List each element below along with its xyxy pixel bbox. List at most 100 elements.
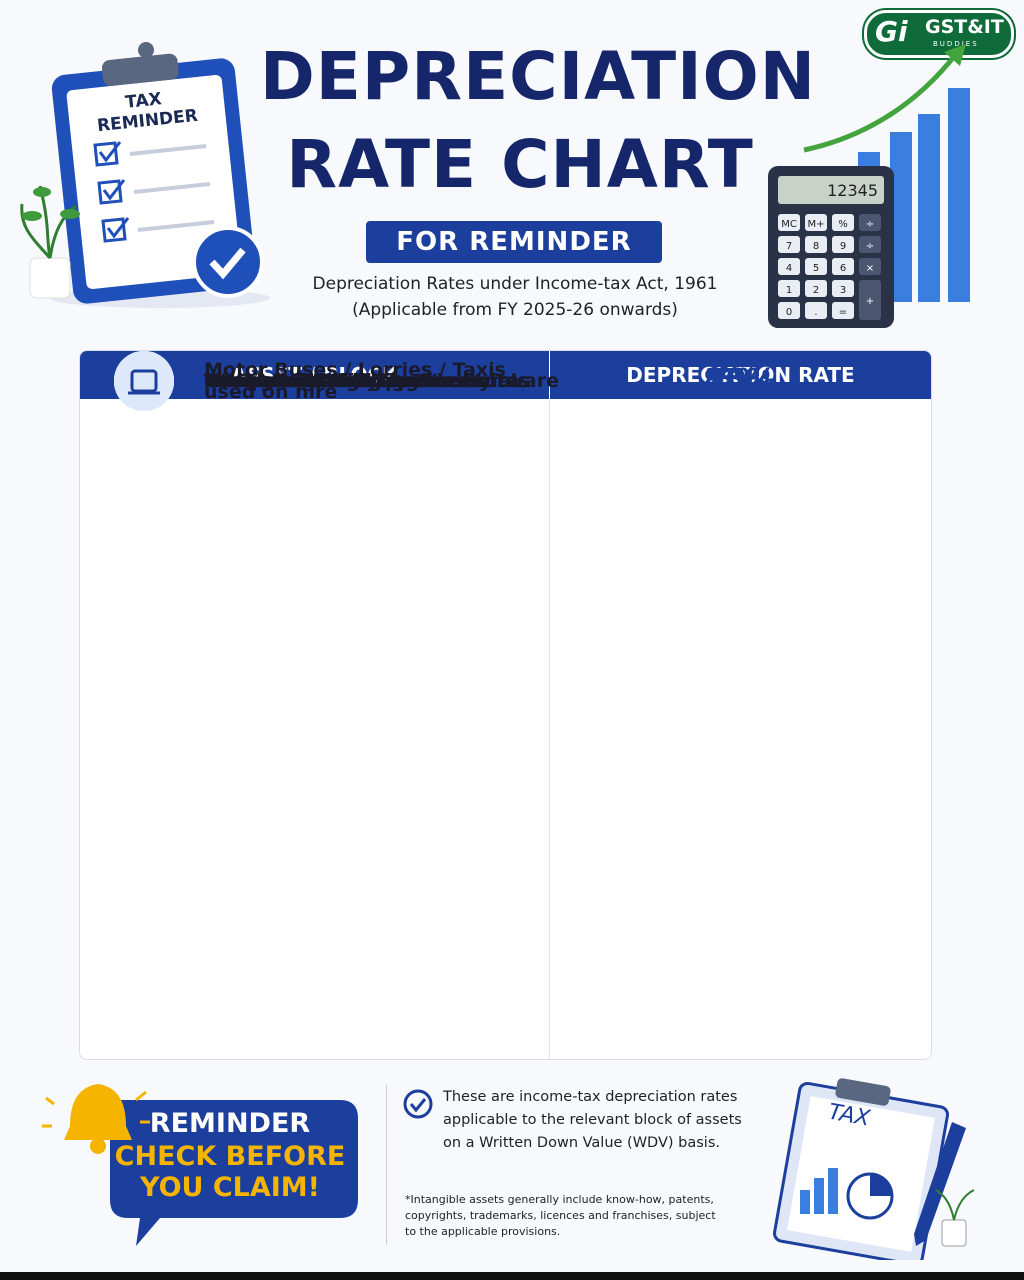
calculator-key — [778, 258, 800, 275]
asset-name: Intangible Assets* — [204, 370, 400, 392]
rate: 25% — [704, 363, 777, 398]
calculator-key — [805, 236, 827, 253]
calculator-key — [832, 236, 854, 253]
calculator-key-label: = — [839, 307, 847, 318]
calculator-key-label: . — [814, 307, 817, 318]
asset-name: Other Buildings — [204, 370, 371, 392]
calculator-key — [859, 214, 881, 231]
rate: 10% — [704, 363, 777, 398]
asset-name: General Plant & Machinery — [204, 370, 491, 392]
table-row: Books owned by professionals 40% — [80, 351, 931, 891]
calculator-key-label: 3 — [840, 285, 846, 296]
rate: 40% — [704, 363, 777, 398]
column-divider — [549, 399, 550, 1059]
rate: 10% — [704, 363, 777, 398]
rate: 40% — [704, 363, 777, 398]
calculator-key-label: 9 — [840, 241, 846, 252]
table-row: Furniture & Fittings 10% — [80, 351, 931, 591]
calculator-key-label: 2 — [813, 285, 819, 296]
calculator-key-label: ÷ — [866, 241, 874, 252]
asset-name-line: Motor Cars — [204, 370, 322, 392]
footnote-line: copyrights, trademarks, licences and fra… — [405, 1209, 716, 1222]
asset-name-line: Books in lending business — [204, 370, 483, 392]
rate: 40% — [704, 363, 777, 398]
asset-name-line: Books owned by professionals — [204, 370, 529, 392]
title: DEPRECIATION — [260, 38, 817, 115]
asset-name-line: Motor Buses / Lorries / Taxis — [204, 359, 506, 381]
table-row: Motor Cars 15% — [80, 351, 931, 711]
reminder-text: YOU CLAIM! — [139, 1172, 320, 1203]
subtitle: (Applicable from FY 2025-26 onwards) — [352, 300, 678, 320]
calculator-key-label: 6 — [840, 263, 846, 274]
asset-name: Furniture & Fittings — [204, 370, 416, 392]
note-line: applicable to the relevant block of asse… — [443, 1112, 742, 1128]
row-icon-graphic — [114, 351, 174, 411]
asset-name-line: used on hire — [204, 381, 338, 403]
calculator-key-label: % — [838, 219, 848, 230]
calculator-key-label: 1 — [786, 285, 792, 296]
asset-name-line: Intangible Assets* — [204, 370, 401, 392]
title: RATE CHART — [286, 126, 754, 203]
calculator-key-label: MC — [781, 219, 797, 230]
calculator-key-label: × — [866, 263, 874, 274]
calculator-key — [832, 280, 854, 297]
logo-name: GST&IT — [925, 16, 1004, 38]
calculator-key — [778, 236, 800, 253]
note: These are income-tax depreciation rates a… — [443, 1086, 742, 1155]
table-row: Other Buildings 10% — [80, 351, 931, 471]
calculator-key — [805, 258, 827, 275]
calculator-key — [832, 214, 854, 231]
column-header: DEPRECIATION RATE — [550, 351, 931, 399]
footnote-line: to the applicable provisions. — [405, 1225, 561, 1238]
calculator-key-label: + — [866, 296, 874, 307]
calculator-key — [805, 280, 827, 297]
table-row: General Plant & Machinery 15% — [80, 351, 931, 651]
calculator-key — [805, 302, 827, 319]
table-row: Books in lending business 40% — [80, 351, 931, 951]
asset-name: Motor Cars — [204, 370, 322, 392]
tax-illustration: TAX — [773, 1078, 975, 1260]
calculator-key-label: 5 — [813, 263, 819, 274]
calculator-key — [778, 214, 800, 231]
subtitle: Depreciation Rates under Income-tax Act,… — [312, 274, 718, 294]
calculator-key-label: 0 — [786, 307, 792, 318]
asset-name-line: Furniture & Fittings — [204, 370, 417, 392]
reminder-bubble — [42, 1084, 358, 1246]
calculator-key-label: 8 — [813, 241, 819, 252]
row-icon — [114, 351, 174, 411]
rate-table: ASSET / BLOCK DEPRECIATION RATE Resident… — [79, 350, 932, 1060]
table-row: Computers & Computer Software 40% — [80, 351, 931, 831]
calculator-display: 12345 — [827, 181, 878, 200]
note-line: on a Written Down Value (WDV) basis. — [443, 1135, 720, 1151]
asset-name: Books owned by professionals — [204, 370, 529, 392]
calculator-key-label: ÷ — [866, 219, 874, 230]
asset-name: Temporary Wooden Structures — [204, 370, 530, 392]
asset-name-line: Temporary Wooden Structures — [204, 370, 531, 392]
rate: 15% — [704, 363, 777, 398]
reminder-title: REMINDER — [149, 1108, 311, 1139]
calculator-key — [859, 236, 881, 253]
divider — [386, 1085, 387, 1245]
calculator-key-label: M+ — [807, 219, 824, 230]
rate: 40% — [704, 363, 777, 398]
calculator-key-label: 4 — [786, 263, 792, 274]
rate: 15% — [704, 363, 777, 398]
calculator-key — [859, 280, 881, 320]
asset-name-line: General Plant & Machinery — [204, 370, 492, 392]
logo: Gi GST&IT BUDDIES — [864, 10, 1014, 58]
asset-name: Residential Building — [204, 370, 419, 392]
logo-tagline: BUDDIES — [933, 40, 979, 48]
asset-name-line: Other Buildings — [204, 370, 372, 392]
footnote: *Intangible assets generally include kno… — [405, 1192, 716, 1240]
rate: 30% — [704, 363, 777, 398]
table-row: Temporary Wooden Structures 40% — [80, 351, 931, 531]
footnote-line: *Intangible assets generally include kno… — [405, 1193, 714, 1206]
asset-name: Computers & Computer Software — [204, 370, 559, 392]
rate: 5% — [715, 363, 766, 398]
bottom-bar — [0, 1272, 1024, 1280]
asset-name-line: Computers & Computer Software — [204, 370, 559, 392]
calculator-key-label: 7 — [786, 241, 792, 252]
calculator-key — [778, 280, 800, 297]
